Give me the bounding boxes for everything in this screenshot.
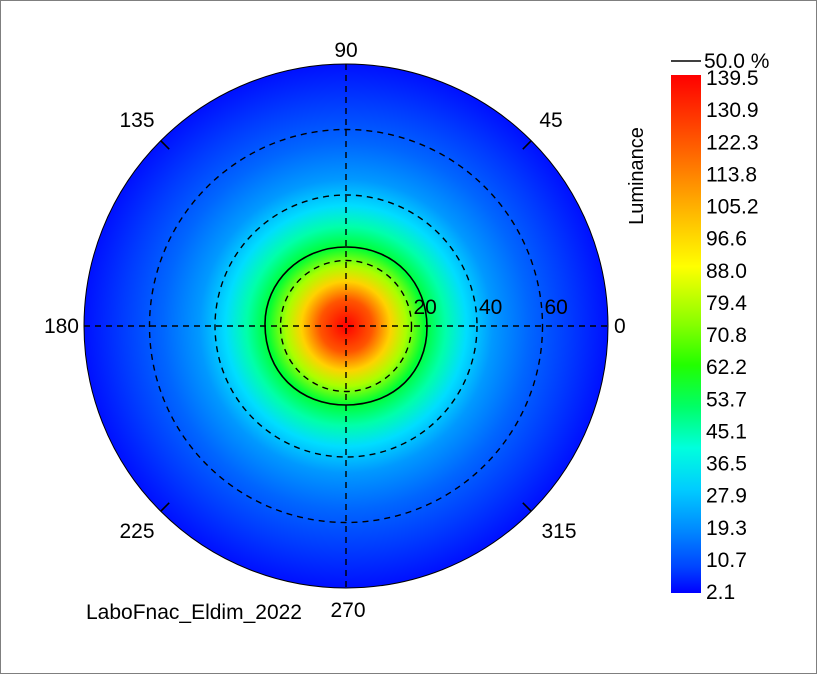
polar-plot: 90 45 135 180 0 225 315 270 20 40 60 bbox=[44, 39, 626, 622]
radial-tick-labels: 20 40 60 bbox=[414, 296, 568, 319]
angular-grid bbox=[84, 64, 608, 588]
footer-text: LaboFnac_Eldim_2022 bbox=[86, 601, 302, 624]
colorbar-tick-3: 113.8 bbox=[706, 163, 757, 186]
angle-label-180: 180 bbox=[44, 315, 79, 338]
angle-label-90: 90 bbox=[334, 39, 357, 62]
angle-label-315: 315 bbox=[541, 520, 576, 543]
colorbar-tick-4: 105.2 bbox=[706, 196, 759, 219]
colorbar-tick-6: 88.0 bbox=[706, 260, 747, 283]
contour-50-percent bbox=[264, 246, 428, 406]
radial-ring-40 bbox=[214, 194, 478, 458]
angle-label-45: 45 bbox=[539, 109, 562, 132]
colorbar-tick-13: 27.9 bbox=[706, 485, 747, 508]
angle-tick-45 bbox=[522, 140, 532, 150]
colorbar-tick-14: 19.3 bbox=[706, 517, 747, 540]
angle-label-225: 225 bbox=[119, 520, 154, 543]
colorbar-tick-0: 139.5 bbox=[706, 67, 759, 90]
radial-label-40: 40 bbox=[479, 296, 502, 319]
outer-ring bbox=[83, 63, 609, 589]
colorbar-label: Luminance bbox=[626, 127, 648, 225]
radial-label-20: 20 bbox=[414, 296, 437, 319]
colorbar-tick-5: 96.6 bbox=[706, 228, 747, 251]
radial-ring-60 bbox=[148, 128, 544, 524]
colorbar-tick-11: 45.1 bbox=[706, 420, 747, 443]
colorbar-tick-2: 122.3 bbox=[706, 131, 759, 154]
contour-legend-label: 50.0 % bbox=[704, 50, 769, 73]
angle-tick-135 bbox=[160, 140, 170, 150]
angle-labels: 90 45 135 180 0 225 315 270 bbox=[44, 39, 626, 622]
radial-ring-20 bbox=[279, 259, 413, 393]
angle-label-270: 270 bbox=[330, 599, 365, 622]
angle-tick-225 bbox=[160, 502, 170, 512]
colorbar-tick-7: 79.4 bbox=[706, 292, 747, 315]
colorbar-tick-8: 70.8 bbox=[706, 324, 747, 347]
colorbar-tick-1: 130.9 bbox=[706, 99, 759, 122]
angle-tick-315 bbox=[522, 502, 532, 512]
colorbar-tick-9: 62.2 bbox=[706, 356, 747, 379]
colorbar-tick-16: 2.1 bbox=[706, 581, 735, 604]
colorbar-tick-labels: 139.5 130.9 122.3 113.8 105.2 96.6 88.0 79.4 70.… bbox=[706, 67, 759, 604]
colorbar-tick-10: 53.7 bbox=[706, 388, 747, 411]
colorbar-tick-15: 10.7 bbox=[706, 549, 747, 572]
angle-label-0: 0 bbox=[614, 315, 626, 338]
radial-grid bbox=[148, 128, 544, 524]
radial-label-60: 60 bbox=[545, 296, 568, 319]
colorbar-gradient bbox=[671, 75, 701, 593]
colorbar-tick-12: 36.5 bbox=[706, 453, 747, 476]
angle-label-135: 135 bbox=[119, 109, 154, 132]
luminance-disk bbox=[84, 64, 608, 588]
colorbar: 139.5 130.9 122.3 113.8 105.2 96.6 88.0 79.4 70.… bbox=[626, 50, 769, 604]
